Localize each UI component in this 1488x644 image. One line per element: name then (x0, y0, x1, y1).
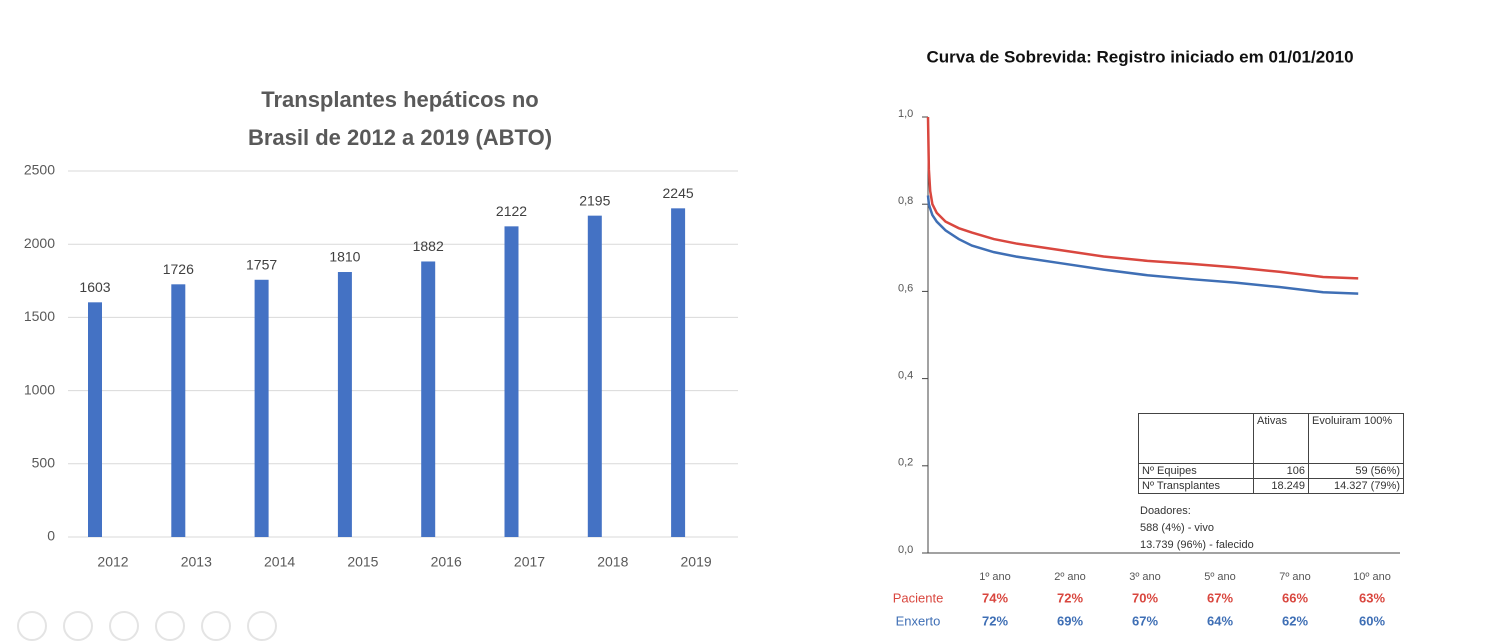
x-tick-label: 2013 (181, 554, 212, 570)
data-label: 2122 (496, 203, 527, 219)
y-tick-label: 2000 (24, 235, 55, 251)
x-tick-label: 2012 (97, 554, 128, 570)
bar (171, 284, 186, 537)
y-tick-label: 1500 (24, 308, 55, 324)
y-tick-label: 0,0 (898, 544, 913, 556)
note: 13.739 (96%) - falecido (1140, 539, 1254, 551)
note: Doadores: (1140, 505, 1191, 517)
data-label: 60% (1359, 613, 1385, 628)
data-label: 1882 (413, 238, 444, 254)
cell: 18.249 (1253, 478, 1309, 494)
data-label: 70% (1132, 590, 1158, 605)
cell: 106 (1253, 463, 1309, 479)
note: 588 (4%) - vivo (1140, 522, 1214, 534)
y-tick-label: 0,8 (898, 195, 913, 207)
y-tick-label: 1000 (24, 381, 55, 397)
summary-table: Ativas Evoluiram 100% Nº Equipes 106 59 … (1138, 413, 1404, 494)
column-header: Ativas (1253, 413, 1309, 464)
y-tick-label: 0,2 (898, 457, 913, 469)
x-tick-label: 1º ano (979, 571, 1011, 583)
bar (671, 208, 686, 537)
data-label: 2245 (663, 185, 694, 201)
data-label: 1810 (329, 249, 360, 265)
legend-label: Paciente (893, 590, 944, 605)
bar (337, 272, 352, 537)
row-label: Nº Transplantes (1138, 478, 1254, 494)
x-tick-label: 2018 (597, 554, 628, 570)
bar (254, 279, 269, 537)
toolbar (17, 611, 277, 641)
data-label: 1726 (163, 261, 194, 277)
data-label: 67% (1132, 613, 1158, 628)
legend-label: Enxerto (896, 613, 941, 628)
data-label: 64% (1207, 613, 1233, 628)
survival-curve (926, 195, 1359, 295)
bar (88, 302, 102, 537)
cell: 14.327 (79%) (1308, 478, 1404, 494)
data-label: 72% (982, 613, 1008, 628)
x-tick-label: 5º ano (1204, 571, 1236, 583)
y-tick-label: 500 (32, 455, 56, 471)
y-tick-label: 0,4 (898, 370, 913, 382)
y-tick-label: 2500 (24, 162, 55, 178)
data-label: 63% (1359, 590, 1385, 605)
x-tick-label: 3º ano (1129, 571, 1161, 583)
bar (504, 226, 519, 537)
chart-title: Brasil de 2012 a 2019 (ABTO) (248, 125, 552, 150)
data-label: 72% (1057, 590, 1083, 605)
survival-curve (926, 116, 1359, 280)
notes: Doadores: 588 (4%) - vivo 13.739 (96%) -… (1140, 503, 1254, 554)
data-label: 74% (982, 590, 1008, 605)
y-tick-label: 0 (47, 528, 55, 544)
x-tick-label: 2017 (514, 554, 545, 570)
chart-title: Curva de Sobrevida: Registro iniciado em… (926, 47, 1353, 66)
data-label: 66% (1282, 590, 1308, 605)
y-tick-label: 1,0 (898, 108, 913, 120)
data-label: 67% (1207, 590, 1233, 605)
row-label: Nº Equipes (1138, 463, 1254, 479)
x-tick-label: 2º ano (1054, 571, 1086, 583)
data-label: 62% (1282, 613, 1308, 628)
data-label: 2195 (579, 192, 610, 208)
data-label: 1603 (79, 279, 110, 295)
bar (421, 261, 436, 537)
data-label: 69% (1057, 613, 1083, 628)
x-tick-label: 2015 (347, 554, 378, 570)
bar (587, 215, 602, 538)
x-tick-label: 2019 (681, 554, 712, 570)
x-tick-label: 7º ano (1279, 571, 1311, 583)
x-tick-label: 10º ano (1353, 571, 1391, 583)
x-tick-label: 2014 (264, 554, 295, 570)
empty-cell (1138, 413, 1254, 464)
column-header: Evoluiram 100% (1308, 413, 1404, 464)
data-label: 1757 (246, 256, 277, 272)
cell: 59 (56%) (1308, 463, 1404, 479)
x-tick-label: 2016 (431, 554, 462, 570)
y-tick-label: 0,6 (898, 282, 913, 294)
chart-title: Transplantes hepáticos no (261, 87, 539, 112)
